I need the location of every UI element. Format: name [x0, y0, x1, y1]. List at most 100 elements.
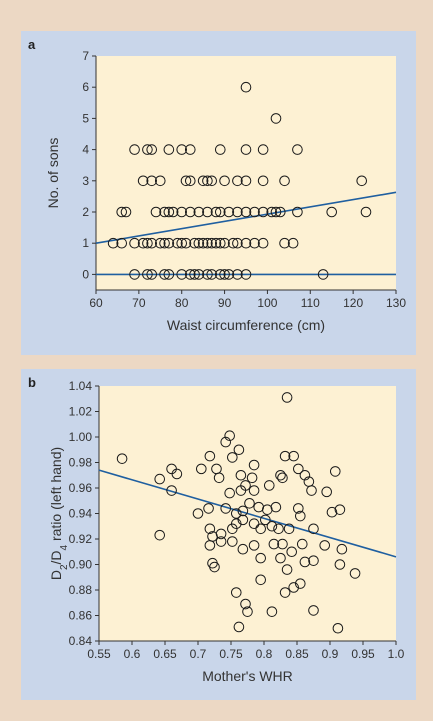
y-tick-label: 0.92 — [69, 532, 93, 546]
data-point — [146, 269, 158, 280]
y-label-text: D — [48, 570, 64, 580]
data-point — [213, 472, 225, 484]
data-point — [116, 453, 128, 464]
data-point — [237, 505, 249, 517]
data-point — [154, 175, 166, 187]
data-point — [296, 538, 308, 550]
data-point — [192, 508, 204, 519]
data-point — [180, 237, 192, 249]
data-point — [248, 518, 260, 529]
data-point — [306, 485, 317, 496]
data-point — [206, 269, 218, 280]
data-point — [154, 529, 166, 541]
data-point — [277, 472, 288, 484]
panel-b: b 0.55 0.6 0.65 0.7 0.75 0.8 0.85 0.9 0.95 1.0 0.8… — [21, 369, 416, 700]
data-point — [279, 237, 290, 249]
data-point — [248, 540, 260, 551]
x-tick-label: 130 — [386, 296, 406, 310]
data-point — [142, 237, 153, 249]
y-tick-label: 0.90 — [69, 558, 93, 572]
y-tick-label: 2 — [82, 205, 89, 219]
y-tick-label: 0.86 — [69, 609, 93, 623]
y-tick-label: 0 — [82, 267, 89, 281]
x-tick-label: 0.7 — [190, 647, 207, 661]
data-point — [286, 546, 298, 558]
data-point — [237, 514, 249, 526]
data-point — [235, 469, 247, 481]
y-tick-label: 4 — [82, 143, 89, 157]
data-point — [196, 463, 207, 475]
y-axis-label: D2/D4 ratio (left hand) — [48, 447, 70, 580]
data-point — [232, 269, 243, 280]
data-point — [137, 237, 149, 249]
data-point — [292, 144, 303, 155]
data-point — [279, 587, 291, 598]
data-point — [275, 552, 286, 564]
x-tick-label: 0.8 — [256, 647, 273, 661]
data-point — [197, 175, 209, 187]
data-point — [214, 237, 226, 249]
y-label-text: /D — [48, 550, 64, 564]
y-label-text: ratio (left hand) — [48, 447, 64, 545]
data-point — [240, 144, 252, 155]
panel-label-b: b — [28, 375, 36, 390]
x-tick-label: 80 — [175, 296, 189, 310]
data-point — [240, 237, 252, 249]
data-point — [120, 206, 132, 218]
data-point — [336, 543, 348, 555]
data-point — [193, 269, 205, 280]
fit-line — [95, 191, 397, 244]
data-point — [273, 523, 284, 535]
data-point — [146, 144, 158, 155]
data-point — [210, 206, 222, 218]
data-point — [159, 269, 170, 280]
data-point — [146, 237, 158, 249]
x-tick-label: 60 — [89, 296, 103, 310]
data-point — [292, 206, 303, 218]
data-point — [334, 559, 346, 570]
data-point — [248, 459, 260, 471]
data-point — [184, 269, 196, 280]
data-point — [116, 206, 128, 218]
data-point — [204, 450, 216, 462]
data-point — [116, 237, 128, 249]
data-point — [142, 144, 153, 155]
data-point — [163, 269, 175, 280]
data-point — [146, 175, 158, 187]
data-point — [214, 269, 226, 280]
y-tick-label: 5 — [82, 111, 89, 125]
data-point — [255, 523, 266, 535]
panel-label-a: a — [28, 37, 36, 52]
data-point — [166, 485, 177, 496]
data-point — [249, 237, 260, 249]
data-point — [295, 510, 306, 522]
data-point — [142, 269, 153, 280]
data-point — [206, 237, 218, 249]
data-point — [209, 561, 220, 573]
x-tick-label: 120 — [343, 296, 363, 310]
data-point — [137, 175, 149, 187]
data-point — [308, 523, 319, 535]
y-tick-label: 0.94 — [69, 507, 93, 521]
data-point — [321, 486, 333, 498]
data-point — [233, 621, 245, 633]
data-point — [270, 501, 282, 513]
data-point — [176, 269, 188, 280]
data-point — [204, 540, 216, 551]
data-point — [232, 175, 243, 187]
data-point — [279, 175, 290, 187]
data-point — [184, 206, 196, 218]
x-axis-label: Waist circumference (cm) — [167, 317, 325, 333]
data-point — [248, 485, 260, 496]
data-point — [180, 175, 192, 187]
data-point — [257, 206, 269, 218]
data-point — [193, 206, 205, 218]
y-tick-label: 0.84 — [69, 634, 93, 648]
data-point — [240, 175, 252, 187]
y-tick-label: 0.88 — [69, 583, 93, 597]
data-point — [308, 605, 319, 616]
data-point — [293, 503, 304, 514]
data-point — [189, 269, 200, 280]
data-point — [219, 175, 230, 187]
x-tick-label: 0.9 — [322, 647, 339, 661]
